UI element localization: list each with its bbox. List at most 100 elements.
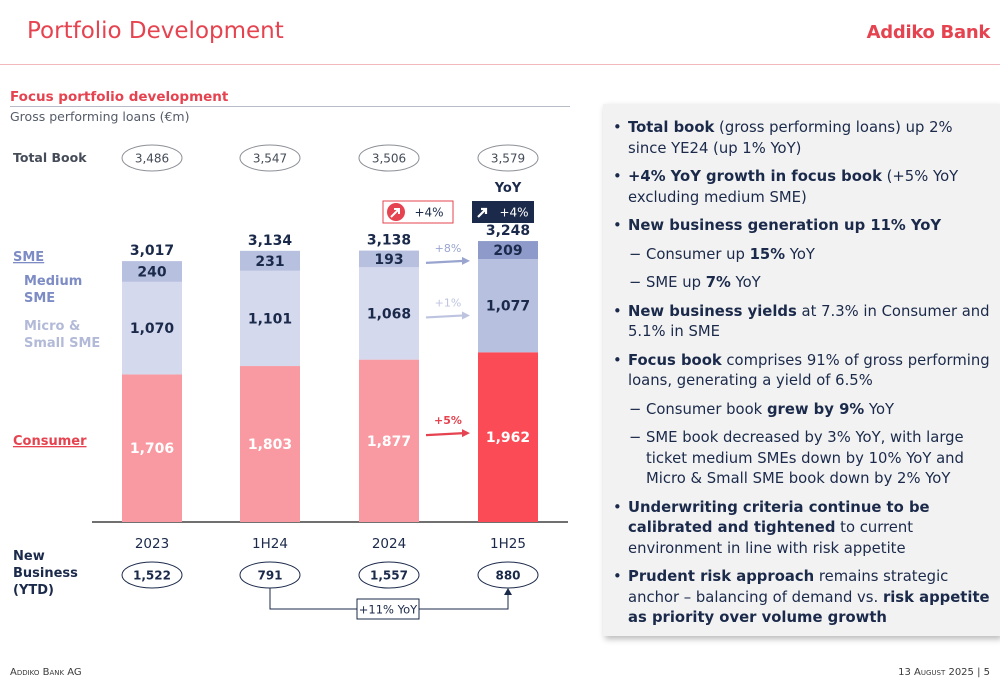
new-business-label: New xyxy=(13,549,45,564)
growth-badge-dark xyxy=(472,201,534,223)
bullet-text: Focus book xyxy=(628,351,722,369)
bar-segment xyxy=(122,261,182,282)
new-business-value: 1,557 xyxy=(370,569,408,583)
total-book-value: 3,506 xyxy=(372,152,406,166)
bullet-text: comprises 91% of gross performing loans,… xyxy=(628,351,990,390)
new-business-label: Business xyxy=(13,566,78,581)
total-book-pill xyxy=(121,144,183,172)
total-book-value: 3,547 xyxy=(253,152,287,166)
bar-total-label: 3,138 xyxy=(367,233,411,249)
bar-value-label: 1,070 xyxy=(130,321,175,337)
bar-segment xyxy=(478,241,538,260)
x-tick-label: 2023 xyxy=(135,536,169,552)
total-book-pill xyxy=(358,144,420,172)
bullet-text: Total book xyxy=(628,119,715,136)
addiko-bank-logo: Addiko Bank xyxy=(866,22,991,43)
yoy-connector-arrow xyxy=(504,588,512,595)
highlight-bullet: New business generation up 11% YoY xyxy=(603,216,990,237)
key-highlights-panel: Total book (gross performing loans) up 2… xyxy=(603,104,1000,636)
highlight-bullet: New business yields at 7.3% in Consumer … xyxy=(603,302,990,343)
legend-micro-small-sme: Micro & xyxy=(24,319,80,334)
bullet-text: YoY xyxy=(730,274,761,291)
bar-segment xyxy=(240,270,300,367)
bullet-text: Consumer book xyxy=(646,400,767,418)
bullet-text: New business generation up 11% YoY xyxy=(628,217,942,234)
highlight-bullet: SME up 7% YoY xyxy=(603,273,990,294)
chart-heading-divider xyxy=(10,106,570,107)
bar-total-label: 3,248 xyxy=(486,223,530,239)
bar-value-label: 193 xyxy=(374,252,403,268)
page-title: Portfolio Development xyxy=(27,18,284,44)
bar-value-label: 1,077 xyxy=(486,299,530,315)
highlights-list: Total book (gross performing loans) up 2… xyxy=(603,104,1000,629)
bar-value-label: 1,101 xyxy=(248,311,292,327)
growth-arrow-icon xyxy=(477,207,488,218)
bar-segment xyxy=(359,250,419,268)
sme-group-label: SME xyxy=(13,250,44,265)
bar-total-label: 3,017 xyxy=(130,243,174,259)
growth-arrow-label: +1% xyxy=(435,296,462,309)
growth-arrow-head xyxy=(462,429,470,438)
highlight-bullet: Consumer up 15% YoY xyxy=(603,245,990,266)
bullet-text: risk appetite as priority over volume gr… xyxy=(628,588,990,627)
highlight-bullet: Focus book comprises 91% of gross perfor… xyxy=(603,351,990,392)
bullet-text: remains strategic anchor – balancing of … xyxy=(628,568,949,606)
highlight-bullet: +4% YoY growth in focus book (+5% YoY ex… xyxy=(603,167,990,208)
bar-segment xyxy=(478,352,538,522)
new-business-pill xyxy=(358,561,420,589)
bar-value-label: 240 xyxy=(137,264,166,280)
highlight-bullet: Consumer book grew by 9% YoY xyxy=(603,400,990,421)
highlight-bullet: Underwriting criteria continue to be cal… xyxy=(603,498,990,560)
growth-badge-text: +4% xyxy=(499,206,528,220)
new-business-value: 880 xyxy=(495,569,520,583)
bar-segment xyxy=(359,267,419,360)
bullet-text: SME up xyxy=(646,274,706,291)
bar-value-label: 231 xyxy=(255,254,284,270)
x-tick-label: 1H25 xyxy=(490,536,526,552)
header-divider xyxy=(0,64,1000,65)
highlight-bullet: SME book decreased by 3% YoY, with large… xyxy=(603,428,990,490)
bar-segment xyxy=(240,250,300,271)
x-tick-label: 2024 xyxy=(372,536,406,552)
bullet-text: YoY xyxy=(785,245,815,263)
total-book-pill xyxy=(477,144,539,172)
new-business-growth: +11% YoY xyxy=(359,603,418,617)
focus-portfolio-chart: 1,706 1,070 240 3,017 2023 1,803 1,101 231 3,134… xyxy=(13,144,568,620)
footer-date-page: 13 August 2025 | 5 xyxy=(898,667,990,678)
bar-value-label: 1,877 xyxy=(367,434,411,450)
legend-medium-sme: Medium xyxy=(24,274,82,289)
yoy-label: YoY xyxy=(494,181,522,196)
bullet-text: +4% YoY growth in focus book xyxy=(628,168,882,185)
bar-value-label: 1,068 xyxy=(367,306,411,322)
bar-value-label: 1,803 xyxy=(248,437,292,453)
bar-value-label: 209 xyxy=(493,243,522,259)
new-business-value: 1,522 xyxy=(133,569,171,583)
bullet-text: to current environment in line with risk… xyxy=(628,519,914,557)
footer-company: Addiko Bank AG xyxy=(10,667,82,678)
growth-arrow-head xyxy=(462,256,470,265)
bullet-text: at 7.3% in Consumer and 5.1% in SME xyxy=(628,302,990,341)
bullet-text: grew by 9% xyxy=(766,400,865,418)
bullet-text: SME book decreased by 3% YoY, with large… xyxy=(646,429,964,487)
new-business-growth-box xyxy=(356,598,420,620)
bullet-text: New business yields xyxy=(628,302,797,320)
highlight-bullet: Total book (gross performing loans) up 2… xyxy=(603,118,990,159)
bar-value-label: 1,706 xyxy=(130,441,174,457)
bar-segment xyxy=(122,281,182,375)
bullet-text: Consumer up xyxy=(646,245,750,263)
growth-arrow-head xyxy=(462,311,470,320)
chart-subheading: Gross performing loans (€m) xyxy=(10,109,190,124)
legend-consumer: Consumer xyxy=(13,434,87,449)
legend-micro-small-sme: Small SME xyxy=(24,336,100,351)
bar-value-label: 1,962 xyxy=(486,430,530,446)
bullet-text: Underwriting criteria continue to be cal… xyxy=(628,498,930,537)
x-tick-label: 1H24 xyxy=(252,536,288,552)
new-business-value: 791 xyxy=(257,569,282,583)
growth-arrow xyxy=(425,259,465,265)
bar-segment xyxy=(240,366,300,522)
growth-arrow xyxy=(425,432,465,437)
bar-segment xyxy=(122,374,182,522)
bullet-text: YoY xyxy=(864,400,895,418)
legend-medium-sme: SME xyxy=(24,291,55,306)
bullet-text: 7% xyxy=(705,274,731,291)
